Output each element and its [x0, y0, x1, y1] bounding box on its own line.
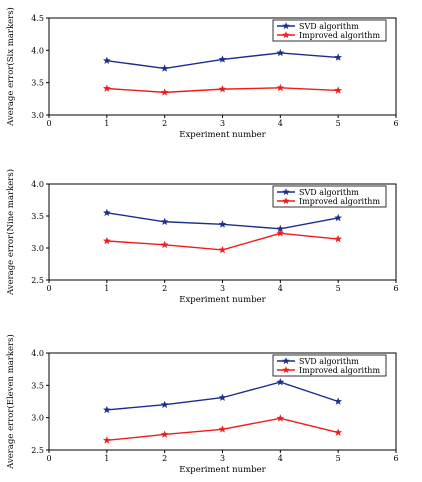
y-axis-title: Average error(Nine markers)	[5, 169, 16, 296]
legend-marker	[282, 197, 290, 205]
legend-label: SVD algorithm	[299, 188, 359, 197]
data-point-star	[160, 88, 169, 96]
chart-panel-2: 0 1 2 3 4 5 6 2.5 3.0 3.5 4.0 Experiment number Aver…	[5, 169, 399, 305]
x-tick-label: 0	[46, 119, 51, 128]
legend-marker	[282, 22, 290, 30]
series-svd	[102, 48, 343, 72]
data-point-star	[102, 208, 111, 217]
x-tick-label: 5	[336, 284, 341, 293]
data-point-star	[334, 428, 343, 436]
x-tick-label: 4	[278, 454, 283, 463]
data-point-star	[102, 405, 111, 414]
legend-label: Improved algorithm	[299, 366, 380, 375]
legend-label: SVD algorithm	[299, 22, 359, 31]
y-tick-label: 4.0	[31, 180, 44, 189]
series-improved	[102, 229, 343, 254]
legend-marker	[282, 31, 290, 39]
x-tick-label: 4	[278, 284, 283, 293]
data-point-star	[334, 397, 343, 405]
data-point-star	[102, 436, 111, 444]
data-point-star	[160, 430, 169, 438]
y-tick-label: 3.5	[31, 381, 44, 390]
y-tick-label: 4.0	[31, 349, 44, 358]
x-tick-label: 6	[393, 454, 398, 463]
data-point-star	[160, 217, 169, 226]
y-tick-label: 2.5	[31, 276, 44, 285]
x-axis-title: Experiment number	[179, 130, 266, 140]
data-point-star	[102, 56, 111, 65]
x-tick-label: 3	[220, 284, 225, 293]
x-tick-label: 6	[393, 284, 398, 293]
data-point-star	[218, 245, 227, 254]
x-tick-label: 3	[220, 454, 225, 463]
data-point-star	[334, 234, 343, 243]
x-tick-label: 6	[393, 119, 398, 128]
data-point-star	[276, 229, 285, 237]
data-point-star	[102, 84, 111, 92]
series-improved	[102, 414, 343, 444]
x-tick-label: 5	[336, 119, 341, 128]
legend-marker	[282, 188, 290, 196]
data-point-star	[160, 240, 169, 249]
data-point-star	[218, 220, 227, 228]
x-tick-label: 2	[162, 119, 167, 128]
y-axis-title: Average error(Six markers)	[5, 7, 16, 127]
x-axis-title: Experiment number	[179, 465, 266, 475]
data-point-star	[218, 55, 227, 63]
data-point-star	[276, 48, 285, 57]
x-tick-label: 1	[104, 119, 109, 128]
legend-box	[272, 185, 387, 208]
legend-label: SVD algorithm	[299, 357, 359, 366]
legend-label: Improved algorithm	[299, 31, 380, 40]
y-tick-label: 4.5	[31, 14, 44, 23]
legend-marker	[282, 357, 290, 365]
y-axis-title: Average error(Eleven markers)	[5, 334, 16, 470]
y-tick-label: 3.0	[31, 244, 44, 253]
legend-box	[272, 19, 387, 42]
data-point-star	[218, 393, 227, 401]
x-tick-label: 1	[104, 454, 109, 463]
data-point-star	[160, 400, 169, 409]
y-tick-label: 3.5	[31, 79, 44, 88]
x-tick-label: 1	[104, 284, 109, 293]
x-tick-label: 2	[162, 284, 167, 293]
chart-panel-1: 0 1 2 3 4 5 6 3.0 3.5 4.0 4.5 Experiment number Aver…	[5, 7, 399, 140]
chart-panel-3: 0 1 2 3 4 5 6 2.5 3.0 3.5 4.0 Experiment number Aver…	[5, 334, 399, 475]
legend-box	[272, 354, 387, 377]
data-point-star	[102, 236, 111, 245]
legend-label: Improved algorithm	[299, 197, 380, 206]
data-point-star	[334, 213, 343, 222]
x-tick-label: 3	[220, 119, 225, 128]
data-point-star	[218, 84, 227, 93]
data-point-star	[160, 64, 169, 72]
y-tick-label: 2.5	[31, 446, 44, 455]
series-svd	[102, 377, 343, 414]
x-tick-label: 2	[162, 454, 167, 463]
series-improved	[102, 83, 343, 96]
data-point-star	[276, 377, 285, 386]
y-tick-label: 3.0	[31, 414, 44, 423]
series-svd	[102, 208, 343, 233]
y-tick-label: 3.5	[31, 212, 44, 221]
data-point-star	[218, 425, 227, 433]
data-point-star	[276, 83, 285, 92]
data-point-star	[276, 414, 285, 422]
legend-marker	[282, 366, 290, 374]
y-tick-label: 4.0	[31, 46, 44, 55]
x-tick-label: 0	[46, 454, 51, 463]
data-point-star	[334, 86, 343, 94]
x-tick-label: 5	[336, 454, 341, 463]
x-axis-title: Experiment number	[179, 295, 266, 305]
data-point-star	[334, 53, 343, 61]
y-tick-label: 3.0	[31, 111, 44, 120]
x-tick-label: 4	[278, 119, 283, 128]
x-tick-label: 0	[46, 284, 51, 293]
